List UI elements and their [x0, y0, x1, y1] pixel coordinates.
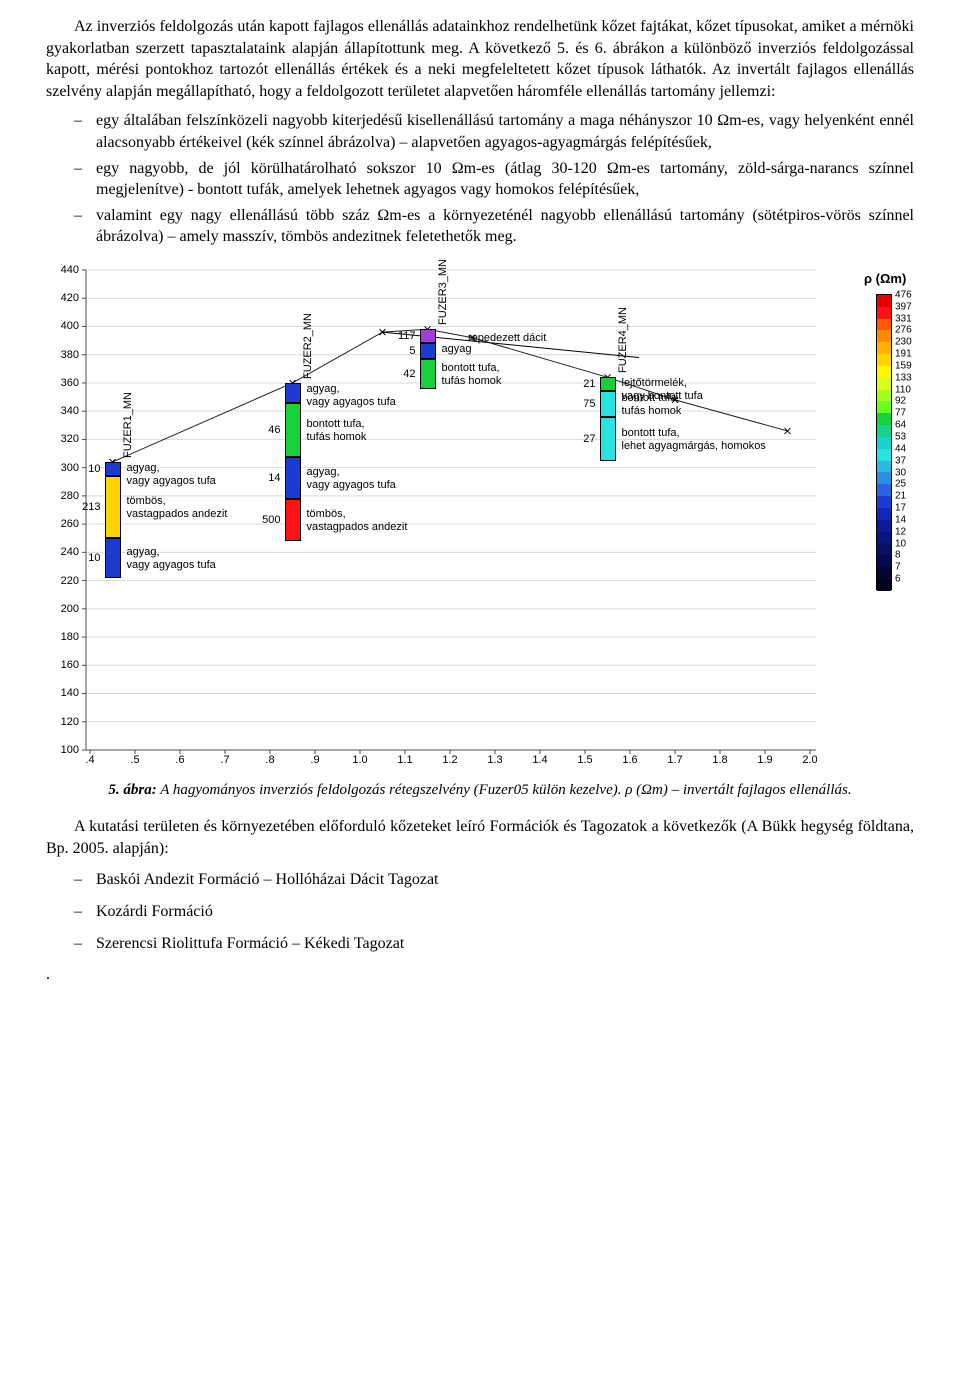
dacit-label: repedezett dácit	[468, 331, 546, 346]
segment-label: bontott tufa,tufás homok	[307, 418, 367, 443]
segment-label: agyag,vagy agyagos tufa	[307, 466, 396, 491]
bullet-list: egy általában felszínközeli nagyobb kite…	[46, 110, 914, 248]
borehole-segment	[600, 377, 616, 391]
borehole-segment	[600, 417, 616, 461]
segment-label: tömbös,vastagpados andezit	[127, 495, 228, 520]
borehole-name: FUZER3_MN	[436, 247, 451, 325]
borehole-segment	[600, 391, 616, 417]
y-tick-label: 140	[39, 686, 79, 701]
x-tick-label: 1.2	[442, 753, 457, 768]
segment-value: 75	[566, 397, 596, 412]
x-tick-label: 1.4	[532, 753, 547, 768]
segment-label: bontott tufa,tufás homok	[442, 362, 502, 387]
borehole-segment	[285, 457, 301, 499]
segment-label: agyag	[442, 343, 472, 356]
figure-caption: 5. ábra: A hagyományos inverziós feldolg…	[46, 780, 914, 800]
x-tick-label: 2.0	[802, 753, 817, 768]
borehole-segment	[285, 383, 301, 403]
legend-title: ρ (Ωm)	[864, 270, 906, 288]
bullet-item: egy általában felszínközeli nagyobb kite…	[74, 110, 914, 153]
formation-item: Baskói Andezit Formáció – Hollóházai Dác…	[74, 869, 914, 891]
formations-intro: A kutatási területen és környezetében el…	[46, 816, 914, 859]
borehole-segment	[105, 476, 121, 538]
segment-label: agyag,vagy agyagos tufa	[127, 546, 216, 571]
segment-value: 46	[251, 423, 281, 438]
x-tick-label: 1.5	[577, 753, 592, 768]
y-tick-label: 200	[39, 602, 79, 617]
y-tick-label: 120	[39, 715, 79, 730]
bullet-item: valamint egy nagy ellenállású több száz …	[74, 205, 914, 248]
borehole-name: FUZER4_MN	[616, 295, 631, 373]
legend-tick: 6	[891, 572, 901, 586]
x-tick-label: 1.8	[712, 753, 727, 768]
y-tick-label: 100	[39, 743, 79, 758]
borehole-segment	[285, 403, 301, 457]
y-tick-label: 400	[39, 319, 79, 334]
bullet-item: egy nagyobb, de jól körülhatárolható sok…	[74, 158, 914, 201]
segment-value: 42	[386, 367, 416, 382]
borehole-name: FUZER1_MN	[121, 380, 136, 458]
segment-value: 5	[386, 344, 416, 359]
x-tick-label: 1.7	[667, 753, 682, 768]
borehole-name: FUZER2_MN	[301, 301, 316, 379]
x-tick-label: .4	[85, 753, 94, 768]
segment-label: tömbös,vastagpados andezit	[307, 508, 408, 533]
figure-5: 1001201401601802002202402602803003203403…	[46, 262, 914, 770]
y-tick-label: 320	[39, 432, 79, 447]
x-tick-label: .8	[265, 753, 274, 768]
borehole-segment	[420, 329, 436, 343]
y-tick-label: 220	[39, 574, 79, 589]
x-tick-label: .6	[175, 753, 184, 768]
y-tick-label: 340	[39, 404, 79, 419]
caption-text: A hagyományos inverziós feldolgozás réte…	[157, 782, 852, 798]
segment-value: 21	[566, 377, 596, 392]
segment-value: 27	[566, 432, 596, 447]
x-tick-label: 1.0	[352, 753, 367, 768]
x-tick-label: 1.1	[397, 753, 412, 768]
segment-label: bontott tufa,tufás homok	[622, 392, 682, 417]
borehole-segment	[285, 499, 301, 541]
formation-item: Szerencsi Riolittufa Formáció – Kékedi T…	[74, 933, 914, 955]
segment-label: agyag,vagy agyagos tufa	[307, 383, 396, 408]
y-tick-label: 380	[39, 348, 79, 363]
trailing-dot: .	[46, 964, 914, 986]
x-tick-label: 1.3	[487, 753, 502, 768]
formation-list: Baskói Andezit Formáció – Hollóházai Dác…	[46, 869, 914, 954]
x-tick-label: .9	[310, 753, 319, 768]
x-tick-label: 1.9	[757, 753, 772, 768]
segment-value: 500	[251, 513, 281, 528]
borehole-segment	[105, 538, 121, 578]
segment-value: 117	[386, 329, 416, 344]
segment-value: 14	[251, 471, 281, 486]
borehole-segment	[105, 462, 121, 476]
caption-number: 5. ábra:	[108, 782, 156, 798]
y-tick-label: 180	[39, 630, 79, 645]
y-tick-label: 160	[39, 658, 79, 673]
x-tick-label: 1.6	[622, 753, 637, 768]
y-tick-label: 260	[39, 517, 79, 532]
x-tick-label: .7	[220, 753, 229, 768]
segment-value: 213	[71, 500, 101, 515]
segment-label: agyag,vagy agyagos tufa	[127, 462, 216, 487]
borehole-segment	[420, 343, 436, 359]
intro-paragraph: Az inverziós feldolgozás után kapott faj…	[46, 16, 914, 102]
y-tick-label: 360	[39, 376, 79, 391]
formation-item: Kozárdi Formáció	[74, 901, 914, 923]
borehole-segment	[420, 359, 436, 389]
x-tick-label: .5	[130, 753, 139, 768]
chart-area: 1001201401601802002202402602803003203403…	[46, 262, 914, 770]
y-tick-label: 420	[39, 291, 79, 306]
legend-colorbar: 4763973312762301911591331109277645344373…	[876, 294, 892, 590]
segment-label: bontott tufa,lehet agyagmárgás, homokos	[622, 427, 766, 452]
segment-value: 10	[71, 551, 101, 566]
y-tick-label: 440	[39, 263, 79, 278]
segment-value: 10	[71, 462, 101, 477]
